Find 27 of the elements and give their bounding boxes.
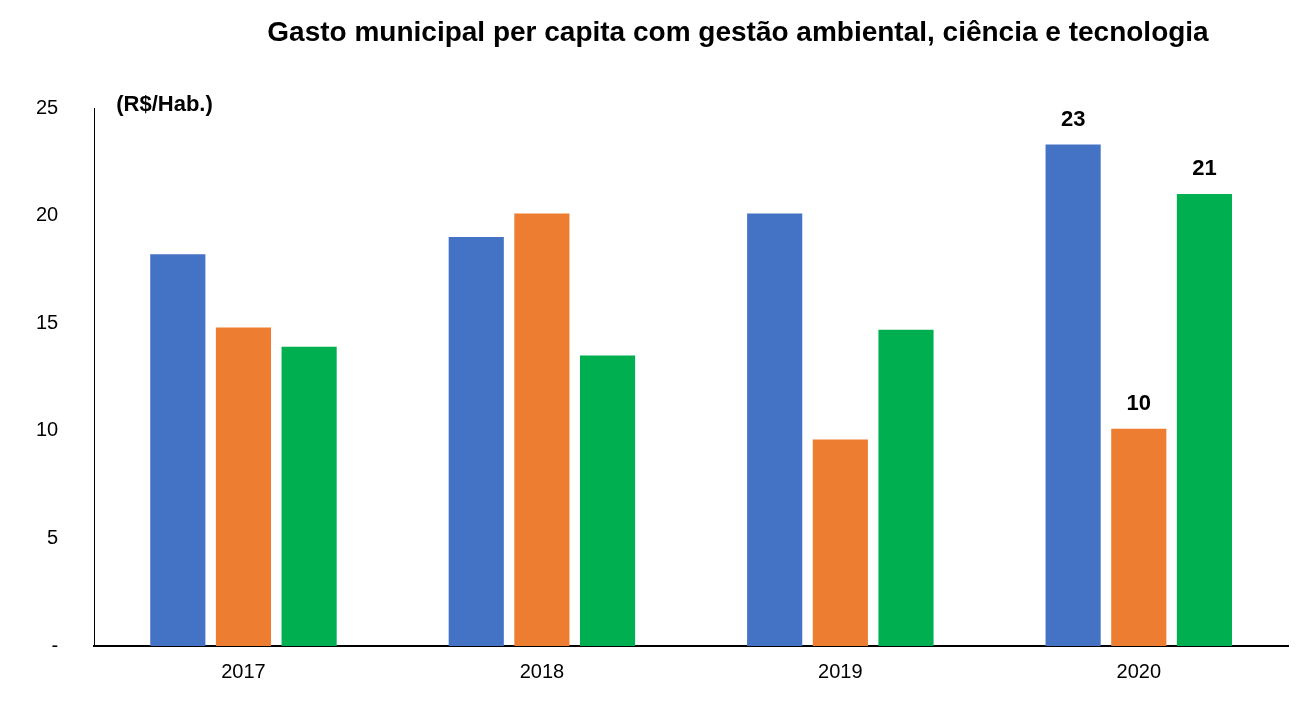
bar (215, 327, 272, 646)
bar (448, 237, 504, 646)
y-tick-label: 10 (36, 418, 59, 441)
bar (747, 213, 803, 646)
bar (579, 355, 636, 646)
x-tick-label: 2019 (818, 659, 863, 682)
chart-title: Gasto municipal per capita com gestão ambiental, ciência e tecnologia (266, 15, 1210, 49)
y-tick-label: 25 (36, 95, 59, 118)
x-tick-label: 2017 (221, 659, 266, 682)
y-tick-label: 5 (47, 525, 59, 548)
bar (812, 439, 868, 646)
bar (281, 346, 337, 646)
bar (1045, 144, 1101, 646)
data-label: 21 (1192, 155, 1217, 181)
bar (150, 254, 206, 646)
bar (514, 213, 570, 646)
x-tick-label: 2018 (519, 659, 565, 682)
y-tick-label: 15 (36, 310, 59, 333)
bar (878, 329, 934, 646)
bar (1176, 194, 1233, 646)
y-axis-title: (R$/Hab.) (116, 91, 213, 117)
y-tick-label: 20 (36, 203, 59, 226)
data-label: 23 (1060, 105, 1086, 131)
y-tick-label: - (51, 633, 59, 656)
data-label: 10 (1126, 389, 1152, 415)
bar (1111, 428, 1167, 646)
x-tick-label: 2020 (1116, 659, 1162, 682)
